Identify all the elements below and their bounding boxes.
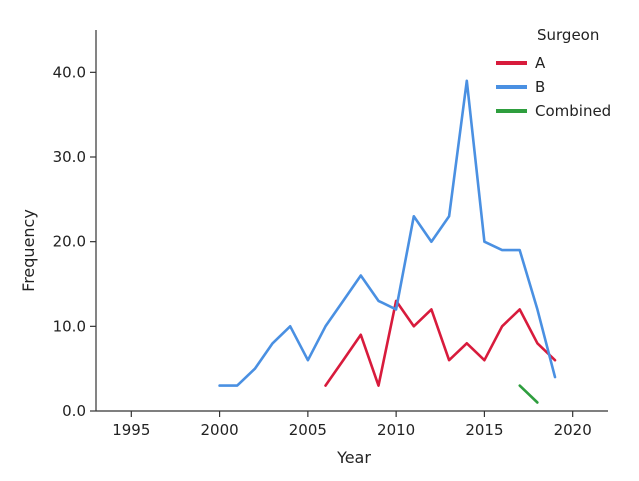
x-tick-label: 2015 [465, 421, 503, 439]
series-line-combined [518, 384, 539, 404]
series-layer [218, 79, 557, 404]
x-tick-label: 1995 [112, 421, 150, 439]
axes: 0.0 10.0 20.0 30.0 40.0 1995 2000 2005 2010 2015 2… [19, 30, 608, 467]
series-line-b [218, 79, 557, 387]
legend-label-a: A [535, 54, 546, 72]
y-tick-label: 10.0 [53, 317, 86, 335]
y-tick-label: 0.0 [62, 402, 86, 420]
y-axis-title: Frequency [19, 209, 38, 292]
x-axis-title: Year [336, 448, 371, 467]
legend-label-b: B [535, 78, 545, 96]
x-tick-label: 2005 [289, 421, 327, 439]
x-tick-label: 2000 [200, 421, 238, 439]
x-tick-label: 2010 [377, 421, 415, 439]
legend-title: Surgeon [537, 26, 599, 44]
legend: Surgeon AB Combined [496, 26, 611, 120]
series-line-a [324, 299, 557, 387]
y-tick-label: 30.0 [53, 148, 86, 166]
legend-label-combined: Combined [535, 102, 611, 120]
x-tick-label: 2020 [554, 421, 592, 439]
y-tick-label: 40.0 [53, 63, 86, 81]
y-tick-label: 20.0 [53, 233, 86, 251]
